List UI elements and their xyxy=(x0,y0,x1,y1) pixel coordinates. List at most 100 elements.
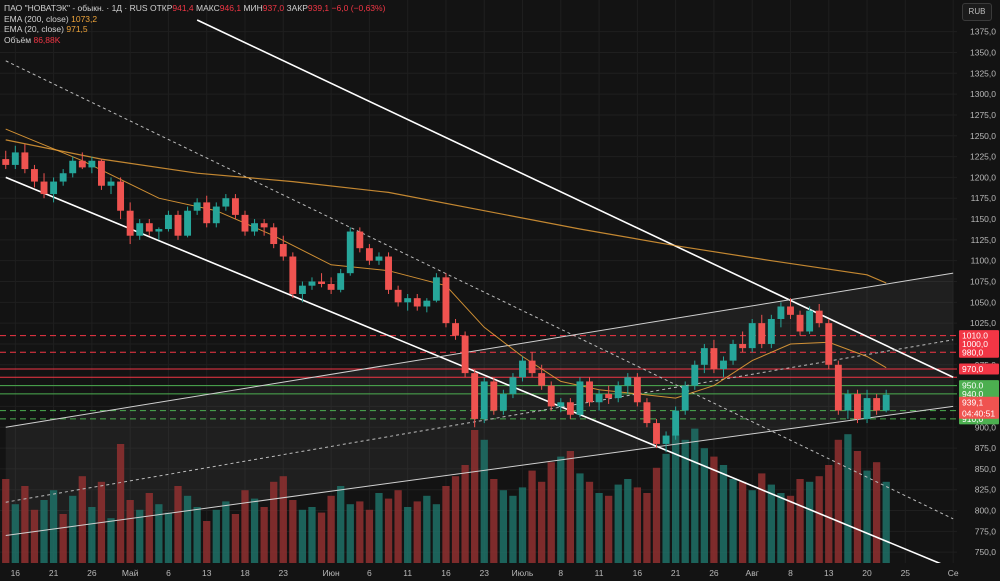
volume-bar xyxy=(844,434,852,563)
candle-body xyxy=(509,377,517,394)
volume-bar xyxy=(327,495,335,563)
price-tick-label: 1200,0 xyxy=(970,172,996,182)
ema200-label: EMA (200, close) xyxy=(4,13,69,24)
candle-body xyxy=(614,385,622,399)
candle-body xyxy=(203,202,211,224)
ema200-line xyxy=(5,139,887,284)
legend-volume-row[interactable]: Объём 86,88K xyxy=(4,35,385,46)
time-tick-label: 20 xyxy=(862,568,872,578)
trend-line xyxy=(196,19,954,379)
price-tick-label: 900,0 xyxy=(975,422,997,432)
candle-body xyxy=(21,152,29,170)
volume-bar xyxy=(738,481,747,563)
time-axis[interactable]: 16 21 26 Май 6 13 18 23 Июн 6 11 16 23 Июль 8 11 16 21 26 А… xyxy=(0,563,1000,581)
ema200-value: 1073,2 xyxy=(71,13,98,24)
time-tick-label: 6 xyxy=(166,568,171,578)
volume-bar xyxy=(710,456,718,563)
price-tick-label: 1375,0 xyxy=(970,27,996,37)
volume-bar xyxy=(337,486,345,563)
volume-bar xyxy=(672,434,680,563)
volume-bar xyxy=(145,493,153,563)
price-axis[interactable]: 1375,0 1350,0 1325,0 1300,0 1275,0 1250,0 1225… xyxy=(957,0,1000,581)
volume-bar xyxy=(289,500,297,563)
price-tags: 1010,0980,0970,0950,0940,0920,0910,01000… xyxy=(959,330,999,425)
candle-body xyxy=(260,223,268,228)
candle-body xyxy=(222,198,230,207)
candle-body xyxy=(767,318,775,344)
volume-bar xyxy=(11,504,19,563)
candle-body xyxy=(528,360,536,374)
candle-body xyxy=(97,160,105,186)
volume-bar xyxy=(566,451,575,563)
volume-bar xyxy=(719,465,728,563)
level-tag: 1010,0 xyxy=(962,331,988,341)
volume-bar xyxy=(384,498,393,563)
trend-channels xyxy=(5,19,954,570)
candle-body xyxy=(193,202,201,211)
volume-bar xyxy=(805,481,814,563)
trend-line xyxy=(5,339,954,503)
volume-bar xyxy=(40,500,48,563)
candle-body xyxy=(720,360,727,369)
candle-body xyxy=(700,348,708,365)
price-tick-label: 1325,0 xyxy=(970,68,996,78)
currency-button[interactable]: RUB xyxy=(962,3,992,21)
candle-body xyxy=(825,323,833,365)
volume-bar xyxy=(499,490,508,563)
legend-ema200-row[interactable]: EMA (200, close) 1073,2 xyxy=(4,14,385,25)
volume-bar xyxy=(825,465,833,563)
low-label: МИН xyxy=(243,3,263,13)
open-label: ОТКР xyxy=(149,3,173,13)
high-label: МАКС xyxy=(196,3,220,13)
candle-body xyxy=(672,410,680,436)
volume-bar xyxy=(815,476,823,563)
price-tick-label: 1225,0 xyxy=(970,152,996,162)
candle-body xyxy=(270,227,278,245)
level-tag: 950,0 xyxy=(962,381,984,391)
candle-body xyxy=(308,281,316,286)
volume-bar xyxy=(260,507,268,563)
time-tick-label: 23 xyxy=(279,568,289,578)
level-tag-bg xyxy=(959,363,999,375)
candle-body xyxy=(633,377,641,403)
volume-bar xyxy=(222,501,230,563)
candle-body xyxy=(566,402,574,415)
candle-body xyxy=(241,214,249,232)
legend-ema20-row[interactable]: EMA (20, close) 971,5 xyxy=(4,24,385,35)
volume-bar xyxy=(796,479,804,563)
level-lines xyxy=(0,335,957,420)
change-value: −6,0 (−0,63%) xyxy=(331,3,386,13)
volume-bar xyxy=(423,495,431,563)
candle-body xyxy=(519,360,526,378)
candle-body xyxy=(78,160,86,168)
trend-line xyxy=(5,176,954,570)
volume-bar xyxy=(585,481,594,563)
candle-body xyxy=(40,181,48,195)
candle-body xyxy=(691,364,699,386)
time-tick-label: 18 xyxy=(240,568,250,578)
volume-bar xyxy=(652,467,661,563)
price-tick-label: 1100,0 xyxy=(971,256,997,266)
level-tag-bg xyxy=(959,388,999,400)
volume-bar xyxy=(432,504,441,563)
candle-body xyxy=(337,273,345,290)
volume-bar xyxy=(691,428,699,563)
candle-body xyxy=(863,398,871,419)
volume-bar xyxy=(365,509,374,563)
time-tick-label: 13 xyxy=(824,568,834,578)
time-tick-label: 16 xyxy=(441,568,451,578)
volume-bar xyxy=(69,495,77,563)
candle-body xyxy=(88,160,96,168)
open-value: 941,4 xyxy=(172,3,194,13)
candle-body xyxy=(432,277,440,301)
candle-body xyxy=(576,381,584,415)
volume-bar xyxy=(193,507,201,563)
volume-bar xyxy=(605,495,613,563)
volume-bar xyxy=(834,439,842,563)
volume-bar xyxy=(509,495,517,563)
volume-value: 86,88K xyxy=(33,34,61,45)
level-tag: 940,0 xyxy=(962,389,984,399)
close-label: ЗАКР xyxy=(286,3,308,13)
symbol-name[interactable]: ПАО "НОВАТЭК" - обыкн. · 1Д · RUS xyxy=(4,3,148,13)
